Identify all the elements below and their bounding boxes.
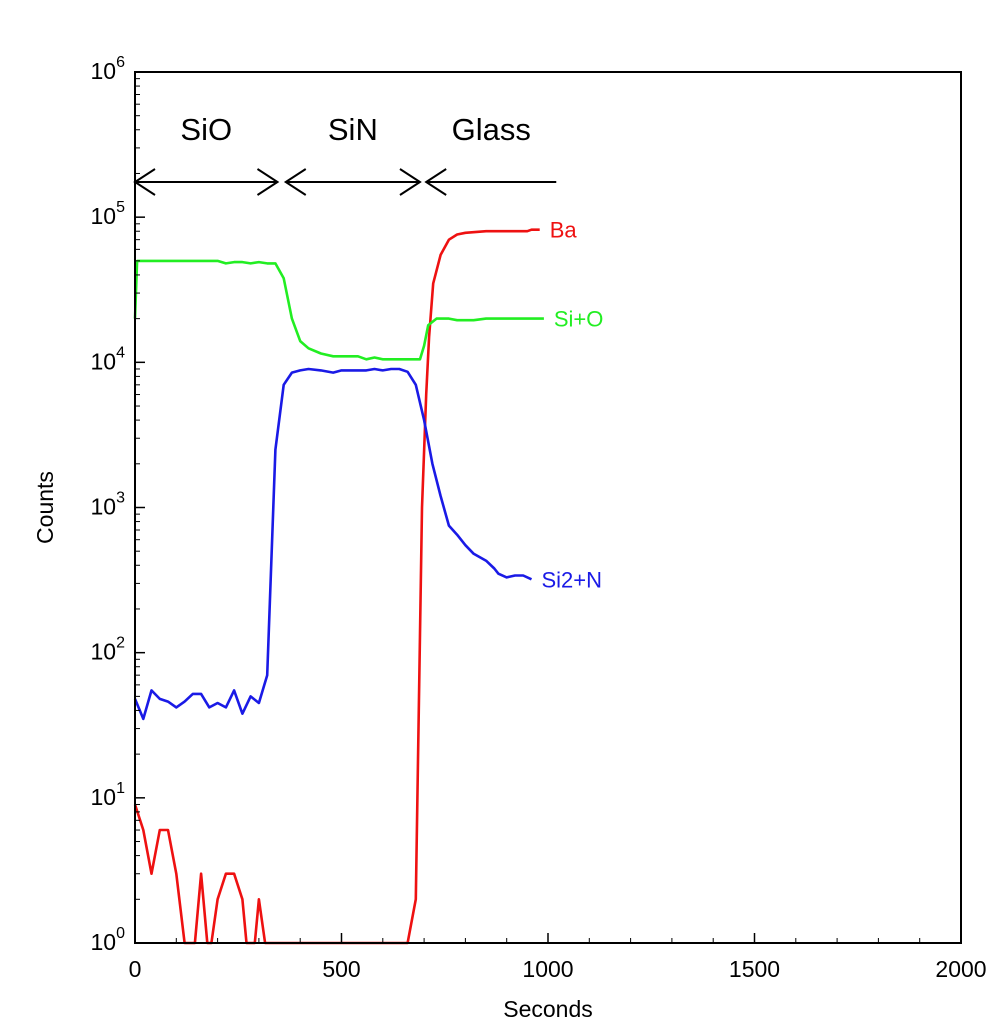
region-arrowhead-right xyxy=(399,168,422,196)
region-label: SiN xyxy=(328,112,378,147)
y-tick-label: 106 xyxy=(91,54,126,84)
series-line xyxy=(133,228,540,945)
region-annotations: SiO SiN Glass xyxy=(133,112,557,196)
x-tick-label: 500 xyxy=(322,956,360,982)
y-tick-label: 104 xyxy=(91,344,126,374)
y-tick-base: 10 xyxy=(91,639,117,665)
y-tick-base: 10 xyxy=(91,348,117,374)
y-tick-exponent: 3 xyxy=(116,490,125,507)
y-tick-label: 101 xyxy=(91,780,126,810)
region-arrowhead-right xyxy=(256,168,280,196)
x-tick-label: 1500 xyxy=(729,956,780,982)
y-tick-label: 105 xyxy=(91,199,126,229)
series-line xyxy=(133,259,544,361)
y-tick-base: 10 xyxy=(91,784,117,810)
y-tick-base: 10 xyxy=(91,58,117,84)
region-label: SiO xyxy=(180,112,232,147)
series-label: Si2+N xyxy=(541,567,602,592)
y-tick-base: 10 xyxy=(91,929,117,955)
y-tick-base: 10 xyxy=(91,203,117,229)
region-label: Glass xyxy=(452,112,531,147)
y-tick-exponent: 0 xyxy=(116,925,125,942)
x-axis-label: Seconds xyxy=(503,996,593,1022)
series-label: Ba xyxy=(550,218,578,243)
x-tick-label: 0 xyxy=(129,956,142,982)
series-label: Si+O xyxy=(554,307,604,332)
y-tick-label: 102 xyxy=(91,635,126,665)
y-tick-label: 100 xyxy=(91,925,126,955)
x-tick-label: 1000 xyxy=(522,956,573,982)
y-tick-exponent: 5 xyxy=(116,199,125,216)
plot-frame xyxy=(134,71,962,944)
series-lines: Ba Si+O Si2+N xyxy=(133,218,604,945)
x-tick-label: 2000 xyxy=(935,956,986,982)
y-tick-exponent: 6 xyxy=(116,54,125,71)
y-tick-base: 10 xyxy=(91,494,117,520)
y-tick-exponent: 2 xyxy=(116,635,125,652)
y-tick-exponent: 1 xyxy=(116,780,125,797)
y-tick-label: 103 xyxy=(91,490,126,520)
y-axis-label: Counts xyxy=(32,471,58,544)
region-arrowhead-left xyxy=(283,168,307,196)
region-arrowhead-left xyxy=(424,168,447,196)
series-line xyxy=(133,367,533,721)
y-tick-exponent: 4 xyxy=(116,344,125,361)
